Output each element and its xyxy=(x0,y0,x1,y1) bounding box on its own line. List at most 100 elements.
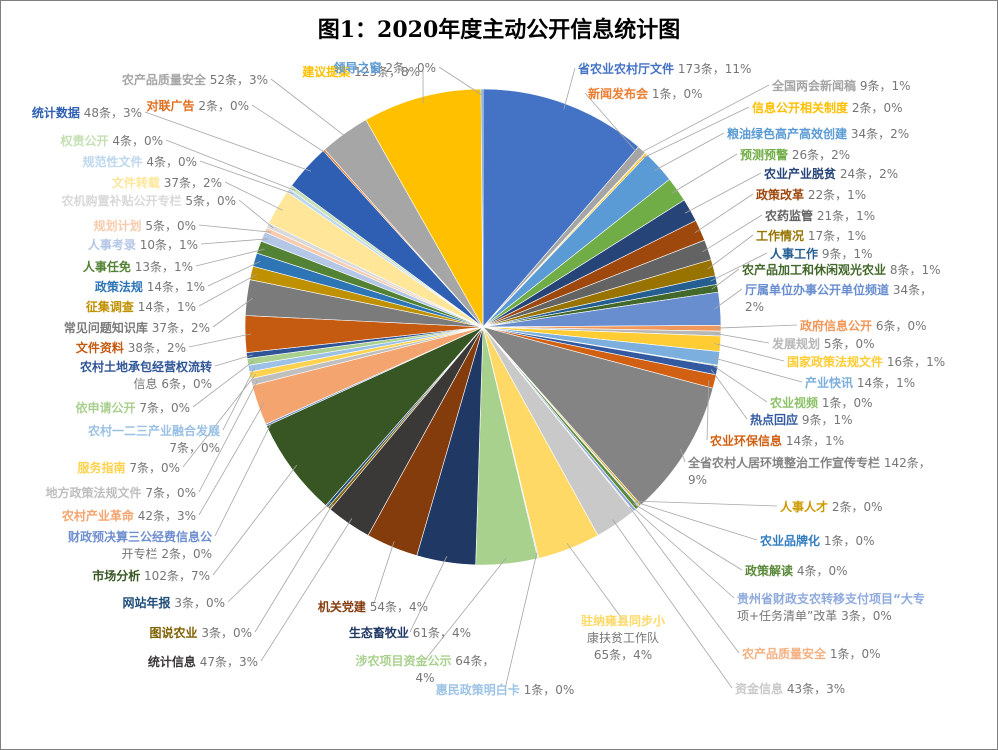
slice-label: 图说农业 3条，0% xyxy=(149,625,252,640)
leader-line xyxy=(672,153,738,194)
leader-line xyxy=(706,380,710,441)
pie-slice xyxy=(480,88,484,328)
slice-label: 市场分析 102条，7% xyxy=(92,568,210,583)
slice-label: 厅属单位办事公开单位频道 34条， 2% xyxy=(745,282,932,314)
slice-label: 驻纳雍县同步小康扶贫工作队 65条，4% xyxy=(581,613,665,662)
slice-label: 涉农项目资金公示 64条， 4% xyxy=(355,653,494,685)
leader-line xyxy=(238,199,274,229)
leader-line xyxy=(707,234,754,270)
pie-slice xyxy=(482,326,714,506)
leader-line xyxy=(504,552,538,690)
leader-line xyxy=(424,557,507,661)
slice-label: 机关党建 54条，4% xyxy=(318,599,428,614)
leader-line xyxy=(222,367,255,431)
slice-label: 农业环保信息 14条，1% xyxy=(709,433,844,448)
leader-line xyxy=(212,297,254,328)
slice-label: 政策解读 4条，0% xyxy=(745,563,848,578)
slice-label: 全省农村人居环境整治工作宣传专栏 142条， 9% xyxy=(687,455,931,487)
leader-line xyxy=(680,448,686,463)
slice-label: 常见问题知识库 37条，2% xyxy=(64,320,210,335)
slice-label: 政策法规 14条，1% xyxy=(95,279,205,294)
leader-line xyxy=(438,66,483,96)
slice-label: 农机购置补贴公开专栏 5条，0% xyxy=(60,193,236,208)
leader-line xyxy=(633,503,743,571)
leader-line xyxy=(635,501,758,541)
slice-label: 信息公开相关制度 2条，0% xyxy=(752,100,903,115)
slice-label: 征集调查 14条，1% xyxy=(86,299,196,314)
slice-label: 建议提案 123条，8% xyxy=(301,64,420,79)
slice-label: 权责公开 4条，0% xyxy=(59,133,163,148)
leader-line xyxy=(200,238,269,245)
leader-line xyxy=(694,193,754,234)
leader-line xyxy=(251,104,329,155)
leader-line xyxy=(260,518,353,662)
leader-line xyxy=(654,132,725,171)
leader-line xyxy=(227,501,331,603)
slice-label: 农药监管 21条，1% xyxy=(764,208,875,223)
leader-line xyxy=(642,106,750,159)
leader-line xyxy=(711,364,768,403)
chart-title: 图1：2020年度主动公开信息统计图 xyxy=(317,17,681,43)
slice-label: 网站年报 3条，0% xyxy=(122,595,225,610)
leader-line xyxy=(144,111,312,172)
slice-label: 农产品加工和休闲观光农业 8条，1% xyxy=(741,262,941,277)
slice-label: 服务指南 7条，0% xyxy=(77,460,180,475)
leader-line xyxy=(188,333,252,348)
slice-label: 对联广告 2条，0% xyxy=(146,98,249,113)
slice-label: 农业品牌化 1条，0% xyxy=(759,533,875,548)
slice-label: 统计信息 47条，3% xyxy=(148,654,258,669)
leader-line xyxy=(198,224,272,233)
leader-line xyxy=(212,465,298,576)
slice-label: 地方政策法规文件 7条，0% xyxy=(45,485,196,500)
leader-line xyxy=(710,252,768,282)
slice-label: 发展规划 5条，0% xyxy=(771,336,875,351)
leader-line xyxy=(636,500,778,507)
pie-slice xyxy=(482,88,639,328)
slice-label: 省农业农村厅文件 173条，11% xyxy=(577,61,751,76)
slice-label: 规划计划 5条，0% xyxy=(93,218,196,233)
slice-label: 规范性文件 4条，0% xyxy=(82,154,197,169)
slice-label: 农产品质量安全 52条，3% xyxy=(121,72,268,87)
slice-label: 财政预决算三公经费信息公开专栏 2条，0% xyxy=(67,529,212,561)
slice-label: 贵州省财政支农转移支付项目“大专项+任务清单”改革 3条，0% xyxy=(737,591,925,623)
leader-line xyxy=(214,354,253,367)
slice-label: 领导之窗 2条，0% xyxy=(333,60,436,75)
slice-label: 农村产业革命 42条，3% xyxy=(61,508,196,523)
slice-label: 产业快讯 14条，1% xyxy=(805,375,915,390)
slice-label: 政府信息公开 6条，0% xyxy=(800,318,927,333)
slice-label: 政策改革 22条，1% xyxy=(756,187,866,202)
slice-label: 农村土地承包经营权流转信息 6条，0% xyxy=(79,359,212,391)
leader-line xyxy=(630,505,735,599)
leader-line xyxy=(198,402,265,516)
slice-label: 热点回应 9条，1% xyxy=(750,412,853,427)
leader-line xyxy=(198,273,258,307)
leader-line xyxy=(584,92,642,158)
leader-line xyxy=(563,67,576,110)
leader-line xyxy=(195,248,265,267)
leader-line xyxy=(629,506,740,654)
slice-label: 人事工作 9条，1% xyxy=(770,246,873,261)
slice-label: 依申请公开 7条，0% xyxy=(75,400,190,415)
leader-line xyxy=(214,422,272,537)
slice-label: 惠民政策明白卡 1条，0% xyxy=(436,682,575,697)
leader-line xyxy=(224,181,283,211)
leader-line xyxy=(207,260,261,287)
slice-label: 文件转载 37条，2% xyxy=(112,175,222,190)
slice-label: 人事考录 10条，1% xyxy=(88,237,198,252)
leader-line xyxy=(714,333,770,344)
slice-label: 农业视频 1条，0% xyxy=(769,395,873,410)
leader-line xyxy=(409,556,448,633)
slice-label: 统计数据 48条，3% xyxy=(32,105,142,120)
leader-line xyxy=(165,139,296,191)
leader-line xyxy=(612,519,733,689)
slice-label: 工作情况 17条，1% xyxy=(756,228,866,243)
pie-slice xyxy=(365,88,484,329)
leader-line xyxy=(714,324,798,329)
leader-line xyxy=(199,160,294,195)
slice-label: 资金信息 43条，3% xyxy=(735,681,845,696)
slice-label: 粮油绿色高产高效创建 34条，2% xyxy=(727,126,909,141)
leader-line xyxy=(270,78,349,139)
leader-line xyxy=(372,541,395,607)
leader-line xyxy=(711,268,740,290)
